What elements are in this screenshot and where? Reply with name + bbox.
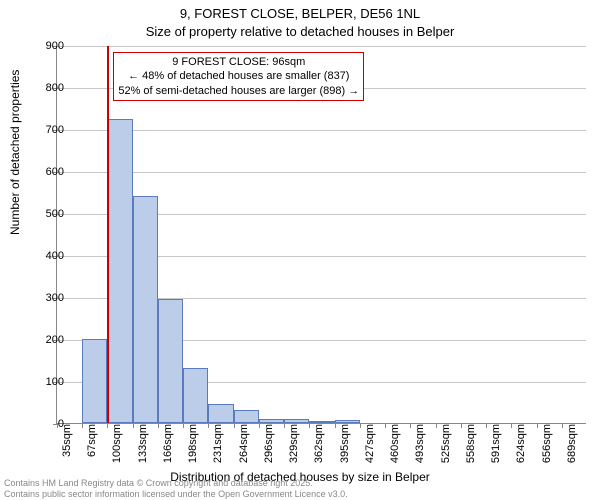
x-tick-label: 67sqm bbox=[86, 424, 98, 457]
histogram-bar bbox=[107, 119, 132, 424]
x-tick-mark bbox=[208, 424, 209, 428]
x-tick-label: 231sqm bbox=[212, 424, 224, 463]
x-tick-mark bbox=[537, 424, 538, 428]
x-tick-mark bbox=[360, 424, 361, 428]
histogram-bar bbox=[259, 419, 284, 423]
x-tick-label: 296sqm bbox=[263, 424, 275, 463]
histogram-bar bbox=[133, 196, 158, 423]
annotation-line-1: 9 FOREST CLOSE: 96sqm bbox=[118, 55, 359, 69]
x-tick-mark bbox=[183, 424, 184, 428]
x-tick-mark bbox=[158, 424, 159, 428]
x-tick-mark bbox=[486, 424, 487, 428]
y-tick-label: 200 bbox=[24, 334, 64, 346]
y-tick-label: 600 bbox=[24, 166, 64, 178]
x-tick-mark bbox=[284, 424, 285, 428]
x-tick-label: 133sqm bbox=[137, 424, 149, 463]
chart-title-main: 9, FOREST CLOSE, BELPER, DE56 1NL bbox=[0, 6, 600, 21]
x-tick-label: 198sqm bbox=[187, 424, 199, 463]
x-tick-mark bbox=[562, 424, 563, 428]
annotation-line-3: 52% of semi-detached houses are larger (… bbox=[118, 84, 359, 98]
y-tick-label: 400 bbox=[24, 250, 64, 262]
x-tick-label: 493sqm bbox=[414, 424, 426, 463]
x-tick-mark bbox=[511, 424, 512, 428]
x-tick-mark bbox=[259, 424, 260, 428]
histogram-bar bbox=[335, 420, 360, 423]
x-tick-mark bbox=[309, 424, 310, 428]
histogram-bar bbox=[234, 410, 259, 423]
plot-area: 35sqm67sqm100sqm133sqm166sqm198sqm231sqm… bbox=[56, 46, 586, 424]
x-tick-label: 395sqm bbox=[339, 424, 351, 463]
x-tick-mark bbox=[335, 424, 336, 428]
footer-line-2: Contains public sector information licen… bbox=[4, 489, 348, 500]
x-tick-mark bbox=[82, 424, 83, 428]
x-tick-mark bbox=[410, 424, 411, 428]
x-tick-label: 525sqm bbox=[440, 424, 452, 463]
histogram-bar bbox=[309, 421, 334, 423]
x-tick-label: 591sqm bbox=[490, 424, 502, 463]
x-tick-label: 362sqm bbox=[313, 424, 325, 463]
chart-title-sub: Size of property relative to detached ho… bbox=[0, 24, 600, 39]
y-tick-label: 800 bbox=[24, 82, 64, 94]
y-tick-label: 300 bbox=[24, 292, 64, 304]
x-tick-label: 166sqm bbox=[162, 424, 174, 463]
x-tick-label: 427sqm bbox=[364, 424, 376, 463]
x-tick-label: 460sqm bbox=[389, 424, 401, 463]
annotation-box: 9 FOREST CLOSE: 96sqm← 48% of detached h… bbox=[113, 52, 364, 101]
x-tick-mark bbox=[234, 424, 235, 428]
histogram-bar bbox=[183, 368, 208, 423]
y-tick-label: 0 bbox=[24, 418, 64, 430]
x-tick-mark bbox=[385, 424, 386, 428]
gridline bbox=[57, 46, 586, 47]
annotation-line-2: ← 48% of detached houses are smaller (83… bbox=[118, 69, 359, 83]
histogram-bar bbox=[158, 299, 183, 423]
y-tick-label: 100 bbox=[24, 376, 64, 388]
x-tick-label: 100sqm bbox=[111, 424, 123, 463]
x-tick-label: 558sqm bbox=[465, 424, 477, 463]
chart-container: 9, FOREST CLOSE, BELPER, DE56 1NL Size o… bbox=[0, 0, 600, 500]
x-tick-mark bbox=[461, 424, 462, 428]
y-tick-label: 500 bbox=[24, 208, 64, 220]
x-tick-mark bbox=[107, 424, 108, 428]
histogram-bar bbox=[82, 339, 107, 423]
property-marker-line bbox=[107, 46, 109, 423]
footer-line-1: Contains HM Land Registry data © Crown c… bbox=[4, 478, 348, 489]
footer-attribution: Contains HM Land Registry data © Crown c… bbox=[4, 478, 348, 500]
x-tick-label: 689sqm bbox=[566, 424, 578, 463]
x-tick-mark bbox=[436, 424, 437, 428]
x-tick-label: 624sqm bbox=[515, 424, 527, 463]
x-tick-label: 329sqm bbox=[288, 424, 300, 463]
x-tick-mark bbox=[133, 424, 134, 428]
y-tick-label: 700 bbox=[24, 124, 64, 136]
y-axis-label: Number of detached properties bbox=[8, 70, 22, 235]
x-tick-label: 656sqm bbox=[541, 424, 553, 463]
y-tick-label: 900 bbox=[24, 40, 64, 52]
histogram-bar bbox=[284, 419, 309, 423]
x-tick-label: 264sqm bbox=[238, 424, 250, 463]
gridline bbox=[57, 172, 586, 173]
gridline bbox=[57, 130, 586, 131]
histogram-bar bbox=[208, 404, 233, 423]
